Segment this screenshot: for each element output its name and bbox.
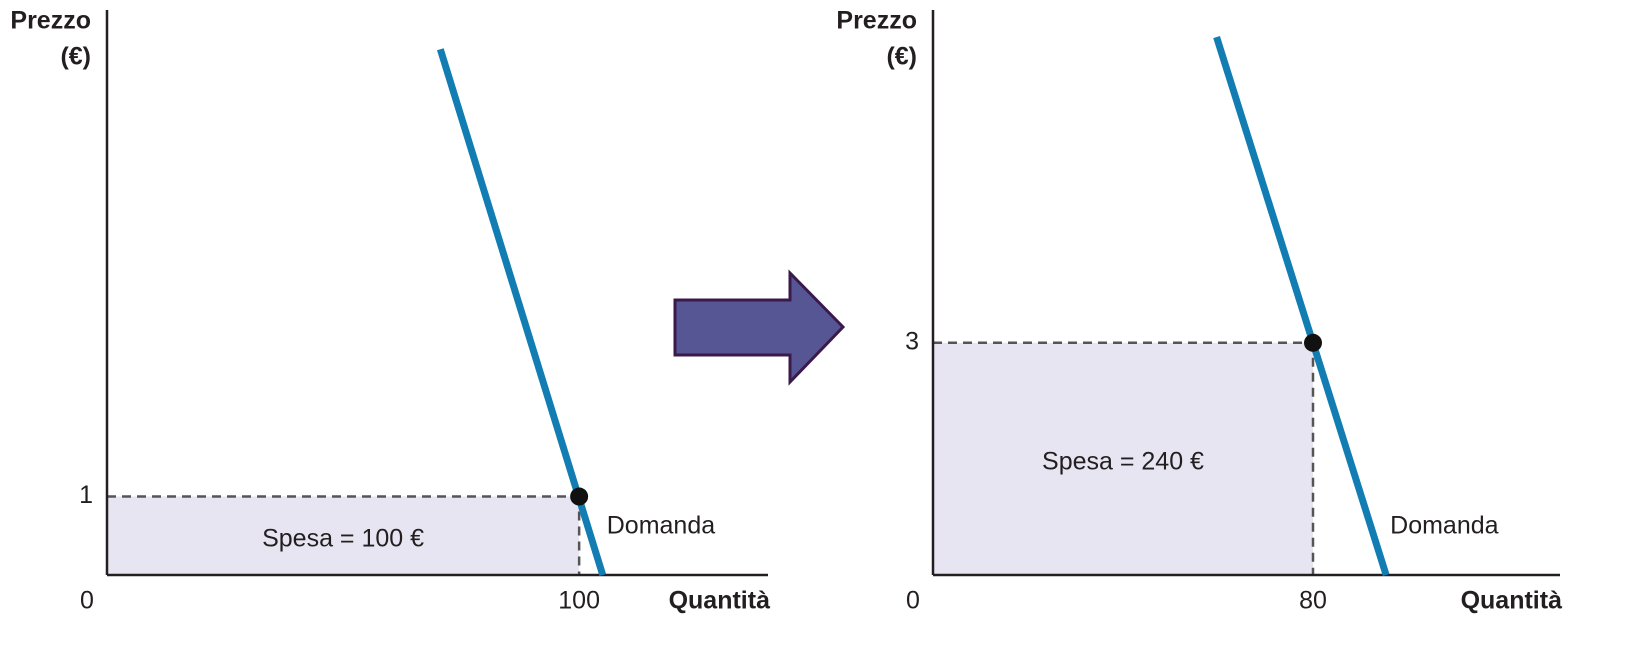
x-tick-label: 0 — [80, 587, 94, 615]
y-axis-title: (€) — [886, 43, 917, 71]
transition-arrow — [673, 269, 846, 386]
y-tick-label: 3 — [905, 327, 919, 355]
x-tick-label: 0 — [906, 587, 920, 615]
spending-area — [107, 496, 580, 575]
area-label: Spesa = 100 € — [262, 524, 424, 552]
demand-line — [436, 48, 607, 577]
x-tick-label: 100 — [558, 587, 600, 615]
equilibrium-point — [570, 487, 589, 506]
equilibrium-point — [1304, 333, 1322, 352]
x-axis-title: Quantità — [1461, 587, 1562, 615]
series-label: Domanda — [607, 512, 715, 540]
x-axis-title: Quantità — [669, 587, 770, 615]
y-axis-title: Prezzo — [10, 7, 91, 35]
area-label: Spesa = 240 € — [1042, 448, 1204, 476]
spending-area — [933, 342, 1313, 575]
y-axis-title: (€) — [60, 43, 91, 71]
y-tick-label: 1 — [79, 481, 93, 509]
demand-line — [1213, 36, 1390, 577]
series-label: Domanda — [1390, 512, 1498, 540]
x-tick-label: 80 — [1299, 587, 1327, 615]
y-axis-title: Prezzo — [836, 7, 917, 35]
